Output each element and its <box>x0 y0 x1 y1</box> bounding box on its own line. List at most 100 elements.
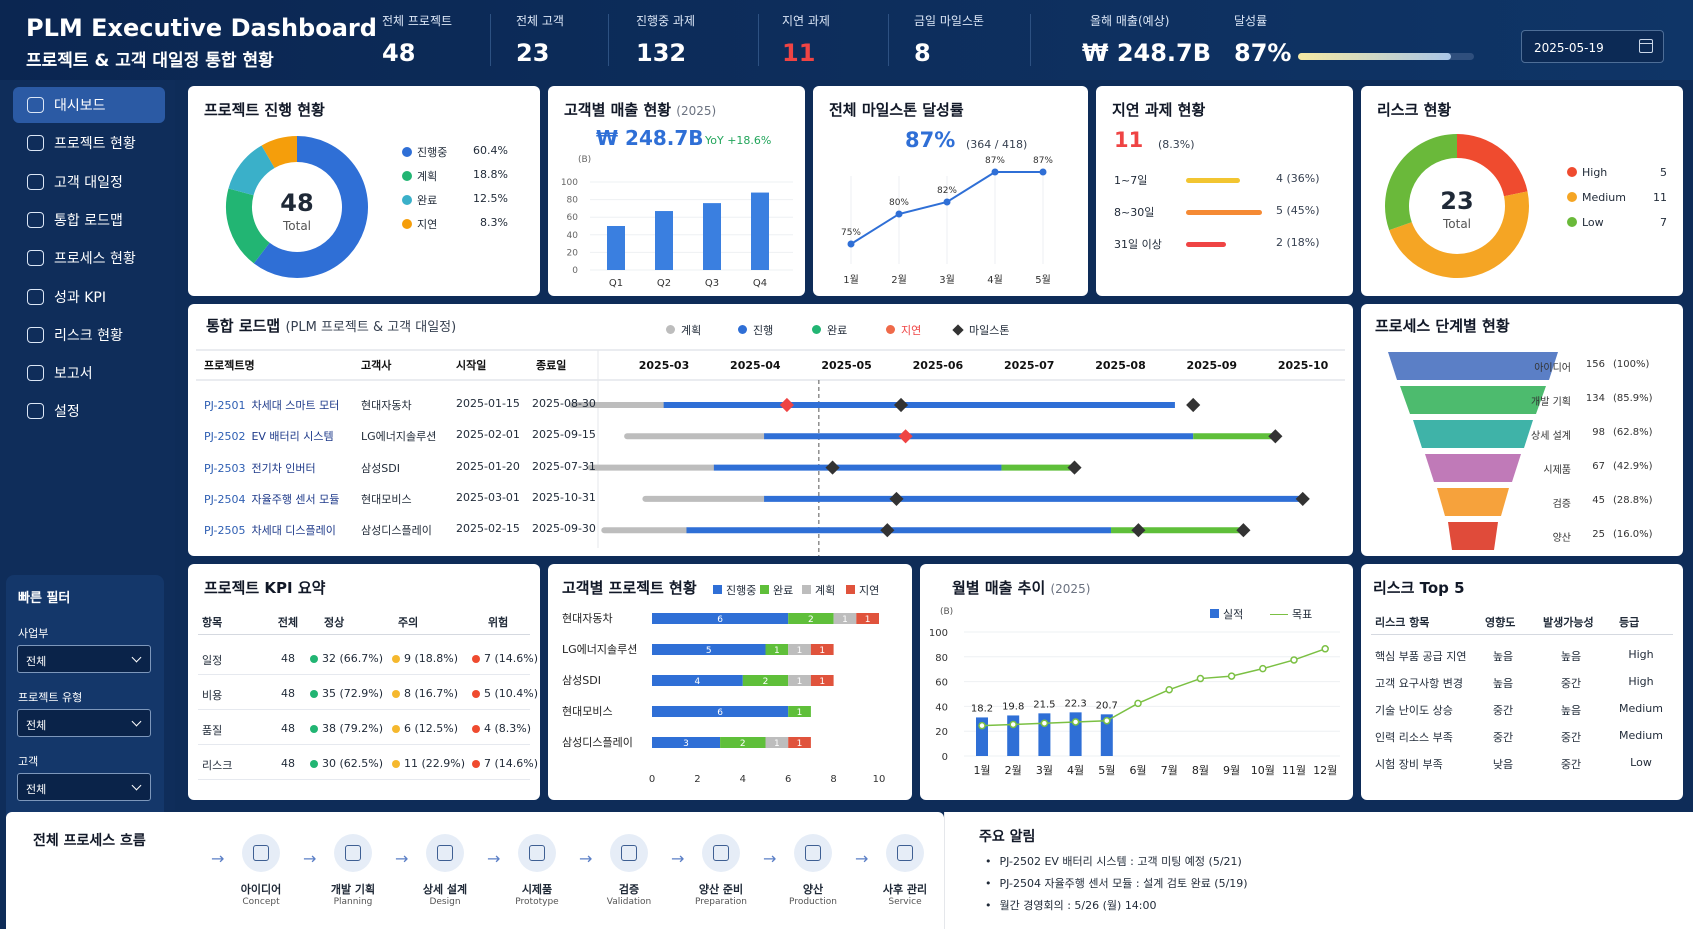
cp-legend-item: 완료 <box>760 582 793 598</box>
roadmap-card: 통합 로드맵 (PLM 프로젝트 & 고객 대일정) 계획 진행 완료 지연 마일스톤 … <box>188 304 1353 556</box>
sidebar-item-8[interactable]: 설정 <box>13 393 165 429</box>
revenue-bar-Q1 <box>607 226 625 270</box>
mr-ytick: 0 <box>942 752 948 763</box>
calendar-icon <box>27 173 44 190</box>
roadmap-row-start: 2025-03-01 <box>456 490 520 504</box>
revenue-card: 고객별 매출 현황 (2025) ₩ 248.7B YoY +18.6% (B)… <box>548 86 805 296</box>
flow-step-2[interactable] <box>426 834 464 872</box>
funnel-stage-5 <box>1448 522 1498 550</box>
risk-col-header: 등급 <box>1619 616 1640 629</box>
kpi-row-risk: 4 (8.3%) <box>472 722 531 735</box>
mr-ytick: 40 <box>935 702 948 713</box>
kpi-row-item: 리스크 <box>202 759 233 772</box>
roadmap-row-project[interactable]: PJ-2505 차세대 디스플레이 <box>204 524 336 538</box>
filter-select-division[interactable]: 전체 <box>17 645 151 673</box>
notice-item[interactable]: • PJ-2504 자율주행 센서 모듈 : 설계 검토 완료 (5/19) <box>985 877 1248 890</box>
sidebar-item-7[interactable]: 보고서 <box>13 355 165 391</box>
cp-legend-item: 진행중 <box>713 582 756 598</box>
mr-legend-actual: 실적 <box>1210 606 1243 622</box>
flow-step-0[interactable] <box>242 834 280 872</box>
risk-row-grade: High <box>1628 675 1654 688</box>
roadmap-row-project[interactable]: PJ-2504 자율주행 센서 모듈 <box>204 492 340 506</box>
filter-select-project-type[interactable]: 전체 <box>17 709 151 737</box>
revenue-ytick: 80 <box>567 196 579 206</box>
mr-unit: (B) <box>940 607 953 617</box>
sidebar-item-1[interactable]: 프로젝트 현황 <box>13 125 165 161</box>
kpi-row-total: 48 <box>281 757 295 770</box>
flow-step-3[interactable] <box>518 834 556 872</box>
filter-label-customer: 고객 <box>18 755 39 768</box>
sidebar-item-0[interactable]: 대시보드 <box>13 87 165 123</box>
roadmap-row-project[interactable]: PJ-2502 EV 배터리 시스템 <box>204 430 334 444</box>
flow-step-1[interactable] <box>334 834 372 872</box>
roadmap-row-end: 2025-09-15 <box>532 428 596 442</box>
risk-legend-item: Medium 11 <box>1567 191 1667 204</box>
roadmap-row-project[interactable]: PJ-2501 차세대 스마트 모터 <box>204 399 340 412</box>
mr-xtick: 5월 <box>1098 764 1115 777</box>
risk-row-item: 고객 요구사항 변경 <box>1375 677 1463 690</box>
donut-slice-1 <box>226 188 271 264</box>
kpi-row-warn: 9 (18.8%) <box>392 652 458 665</box>
funnel-stage-4 <box>1437 488 1509 516</box>
flow-step-en: Design <box>429 897 461 907</box>
roadmap-row-project[interactable]: PJ-2503 전기차 인버터 <box>204 461 316 475</box>
mr-xtick: 9월 <box>1223 764 1240 777</box>
mr-target-point <box>1103 716 1111 725</box>
sidebar-item-6[interactable]: 리스크 현황 <box>13 317 165 353</box>
calendar-icon[interactable] <box>1639 39 1653 53</box>
mr-target-point <box>978 721 986 730</box>
kpi-row-warn: 6 (12.5%) <box>392 722 458 735</box>
milestone-xtick: 2월 <box>891 274 907 286</box>
gantt-milestone <box>880 523 895 538</box>
revenue-bar-chart: (B) 100 80 60 40 20 0 Q1 Q2 Q3 Q4 <box>561 155 793 289</box>
flow-step-5[interactable] <box>702 834 740 872</box>
funnel-stage-1 <box>1400 386 1546 414</box>
validation-icon <box>621 845 637 861</box>
date-picker[interactable]: 2025-05-19 <box>1521 30 1664 63</box>
gantt-milestone <box>1295 491 1310 506</box>
sidebar-item-5[interactable]: 성과 KPI <box>13 279 165 315</box>
cp-bar-label: 1 <box>819 646 825 656</box>
filter-select-customer[interactable]: 전체 <box>17 773 151 801</box>
roadmap-row-customer: LG에너지솔루션 <box>361 430 437 444</box>
funnel-stage-name: 상세 설계 <box>1531 431 1571 442</box>
flow-step-4[interactable] <box>610 834 648 872</box>
sidebar-item-2[interactable]: 고객 대일정 <box>13 164 165 200</box>
dashboard-subtitle: 프로젝트 & 고객 대일정 통합 현황 <box>26 51 274 71</box>
sidebar-item-label: 프로젝트 현황 <box>54 136 136 153</box>
gantt-delay <box>898 429 913 444</box>
cp-bar-label: 6 <box>717 708 723 718</box>
warning-icon <box>27 326 44 343</box>
milestone-title: 전체 마일스톤 달성률 <box>829 101 964 119</box>
cp-bar-지연 <box>810 675 834 686</box>
kpi-annual-revenue: 올해 매출(예상) ₩ 248.7B <box>1082 14 1212 67</box>
delay-range-label: 1~7일 <box>1114 174 1148 187</box>
cp-bar-label: 2 <box>763 677 769 687</box>
notice-item[interactable]: • 월간 경영회의 : 5/26 (월) 14:00 <box>985 899 1157 912</box>
sidebar-item-3[interactable]: 통합 로드맵 <box>13 202 165 238</box>
flow-step-ko: 양산 <box>802 883 824 896</box>
mr-bar-label: 22.3 <box>1064 698 1086 709</box>
kpi-row-ok: 32 (66.7%) <box>310 652 383 665</box>
roadmap-row-end: 2025-10-31 <box>532 490 596 504</box>
cp-bar-label: 2 <box>740 739 746 749</box>
cp-category: 삼성디스플레이 <box>562 736 633 749</box>
flow-step-ko: 상세 설계 <box>422 883 468 896</box>
flow-step-7[interactable] <box>886 834 924 872</box>
cp-bar-label: 1 <box>774 646 780 656</box>
notice-item[interactable]: • PJ-2502 EV 배터리 시스템 : 고객 미팅 예정 (5/21) <box>985 855 1242 868</box>
process-icon <box>27 250 44 267</box>
risk-row-prob: 높음 <box>1560 704 1582 717</box>
risk-row-impact: 중간 <box>1492 731 1514 744</box>
cp-xtick: 10 <box>873 774 886 785</box>
sidebar-item-4[interactable]: 프로세스 현황 <box>13 240 165 276</box>
flow-step-ko: 검증 <box>618 883 640 896</box>
preparation-icon <box>713 845 729 861</box>
cp-xtick: 0 <box>649 774 655 785</box>
revenue-bar-Q4 <box>751 192 769 270</box>
delay-range-value: 4 (36%) <box>1276 172 1320 185</box>
flow-step-6[interactable] <box>794 834 832 872</box>
roadmap-legend-item: 마일스톤 <box>952 322 1009 338</box>
sidebar-item-label: 설정 <box>54 404 80 421</box>
flow-arrow: → <box>855 849 869 868</box>
